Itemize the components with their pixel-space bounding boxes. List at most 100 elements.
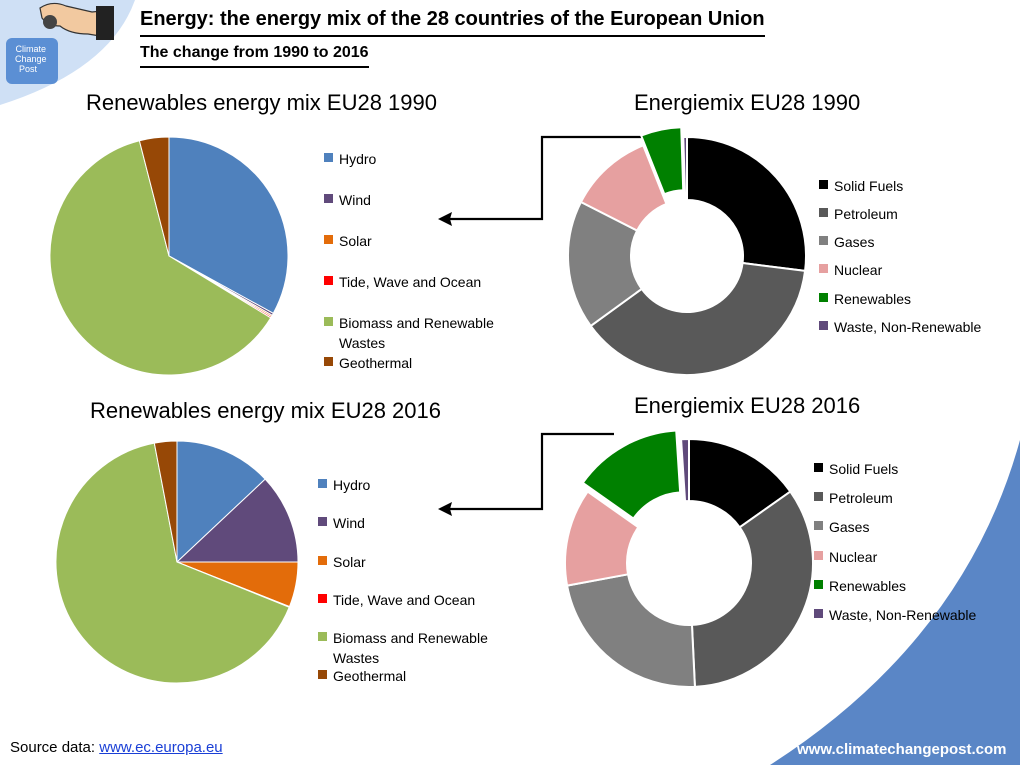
chart-renewables-energy-mix-eu28-2016 xyxy=(55,440,299,684)
corner-decoration xyxy=(770,440,1020,765)
chart-title-energiemix-2016: Energiemix EU28 2016 xyxy=(634,393,861,418)
pie-slice-biomass-and-renewable-wastes xyxy=(55,442,290,684)
donut-slice-petroleum xyxy=(690,490,814,688)
donut-slice-waste-non-renewable xyxy=(680,438,690,503)
logo-text: Climate Change Post xyxy=(15,44,49,74)
legend-label: Tide, Wave and Ocean xyxy=(339,274,482,290)
legend-swatch xyxy=(814,463,823,472)
charts-layer xyxy=(49,126,814,688)
legend-swatch xyxy=(324,357,333,366)
sleeve-icon xyxy=(96,6,114,40)
logo-text-line: Post xyxy=(19,64,38,74)
legend-label: Solid Fuels xyxy=(829,461,899,477)
legend-label: Geothermal xyxy=(339,355,413,371)
legend-swatch xyxy=(318,632,327,641)
legend-swatch xyxy=(324,194,333,203)
legend-label: Wind xyxy=(339,192,371,208)
chart-title-renewables-1990: Renewables energy mix EU28 1990 xyxy=(86,90,437,115)
source-link[interactable]: www.ec.europa.eu xyxy=(99,739,223,756)
legend-label: Hydro xyxy=(339,151,377,167)
legend-label: Renewables xyxy=(829,578,907,594)
connector-line-1990 xyxy=(448,135,645,221)
donut-slice-solid-fuels xyxy=(686,136,807,272)
legend-renewables-2016: Hydro Wind Solar Tide, Wave and Ocean Bi… xyxy=(318,475,518,695)
legend-label: Biomass and Renewable Wastes xyxy=(333,630,488,666)
page-subtitle: The change from 1990 to 2016 xyxy=(140,44,369,68)
logo-text-line: Change xyxy=(15,54,47,64)
donut-slice-waste-non-renewable xyxy=(682,136,688,202)
legend-swatch xyxy=(324,153,333,162)
title-underline xyxy=(140,35,765,37)
chart-energiemix-eu28-2016 xyxy=(564,429,814,688)
legend-swatch xyxy=(819,236,828,245)
legend-swatch xyxy=(318,556,327,565)
legend-swatch xyxy=(318,594,327,603)
legend-label: Solar xyxy=(333,554,366,570)
donut-slice-nuclear xyxy=(564,490,640,587)
page-title: Energy: the energy mix of the 28 countri… xyxy=(140,8,765,37)
legend-swatch xyxy=(814,609,823,618)
legend-label: Gases xyxy=(829,519,870,535)
chart-energiemix-eu28-1990 xyxy=(567,126,807,376)
arrowhead-1990 xyxy=(438,212,452,226)
pie-slice-wind xyxy=(176,478,299,563)
legend-swatch xyxy=(814,580,823,589)
legend-swatch xyxy=(814,521,823,530)
donut-slice-renewables xyxy=(640,126,685,196)
legend-label: Waste, Non-Renewable xyxy=(834,319,982,335)
source-line: Source data: www.ec.europa.eu xyxy=(10,739,223,756)
legend-label: Solar xyxy=(339,233,372,249)
pie-slice-hydro xyxy=(176,440,266,563)
donut-slice-renewables xyxy=(581,429,682,520)
subtitle-underline xyxy=(140,66,369,68)
logo: Climate Change Post xyxy=(0,0,135,105)
legend-swatch xyxy=(819,293,828,302)
legend-swatch xyxy=(324,276,333,285)
connector-arrows xyxy=(438,135,645,516)
page-subtitle-text: The change from 1990 to 2016 xyxy=(140,44,369,61)
donut-slice-petroleum xyxy=(589,262,807,376)
website-label: www.climatechangepost.com xyxy=(797,741,1007,758)
source-label: Source data: xyxy=(10,739,96,756)
legend-swatch xyxy=(819,321,828,330)
legend-swatch xyxy=(318,517,327,526)
legend-label: Solid Fuels xyxy=(834,178,904,194)
button-icon xyxy=(43,15,57,29)
chart-renewables-energy-mix-eu28-1990 xyxy=(49,136,289,376)
pie-slice-biomass-and-renewable-wastes xyxy=(49,140,272,376)
legend-label: Waste, Non-Renewable xyxy=(829,607,977,623)
legend-swatch xyxy=(814,551,823,560)
legend-label: Gases xyxy=(834,234,875,250)
logo-badge xyxy=(6,38,58,84)
pie-slice-hydro xyxy=(168,136,289,314)
chart-title-energiemix-1990: Energiemix EU28 1990 xyxy=(634,90,861,115)
page-title-text: Energy: the energy mix of the 28 countri… xyxy=(140,8,765,30)
legend-label: Nuclear xyxy=(829,549,878,565)
legend-label: Nuclear xyxy=(834,262,883,278)
legend-label: Wind xyxy=(333,515,365,531)
pie-slice-geothermal xyxy=(138,136,170,257)
legend-label: Renewables xyxy=(834,291,912,307)
donut-slice-nuclear xyxy=(579,144,668,232)
legend-energiemix-1990: Solid Fuels Petroleum Gases Nuclear Rene… xyxy=(819,176,1014,346)
donut-slice-gases xyxy=(566,573,696,688)
legend-label: Biomass and Renewable Wastes xyxy=(339,315,494,351)
legend-swatch xyxy=(324,235,333,244)
legend-label: Petroleum xyxy=(829,490,893,506)
logo-text-line: Climate xyxy=(15,44,46,54)
legend-swatch xyxy=(324,317,333,326)
donut-slice-gases xyxy=(567,200,643,327)
chart-title-renewables-2016: Renewables energy mix EU28 2016 xyxy=(90,398,441,423)
legend-swatch xyxy=(819,180,828,189)
pie-slice-geothermal xyxy=(153,440,178,563)
legend-label: Geothermal xyxy=(333,668,407,684)
legend-swatch xyxy=(318,479,327,488)
legend-renewables-1990: Hydro Wind Solar Tide, Wave and Ocean Bi… xyxy=(324,149,519,379)
legend-swatch xyxy=(819,208,828,217)
legend-swatch xyxy=(819,264,828,273)
arrowhead-2016 xyxy=(438,502,452,516)
legend-label: Petroleum xyxy=(834,206,898,222)
legend-swatch xyxy=(814,492,823,501)
